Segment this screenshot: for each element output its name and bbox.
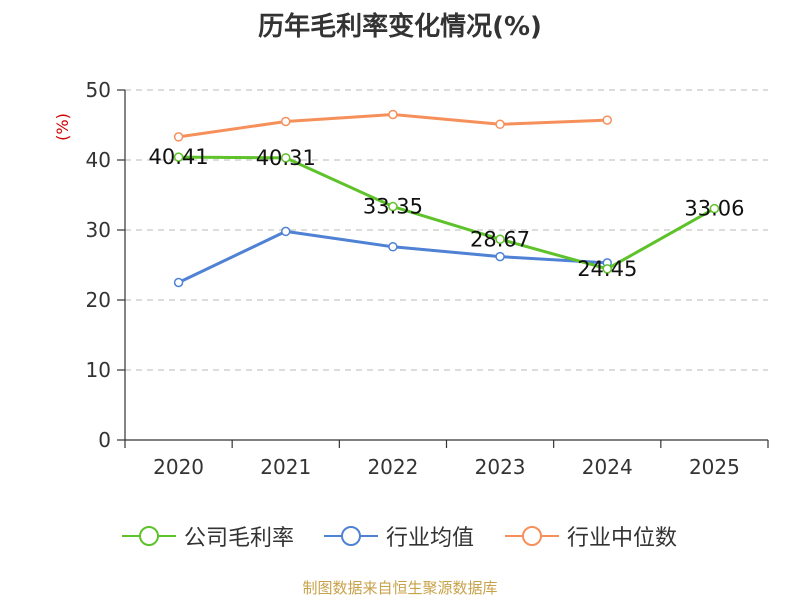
chart-title: 历年毛利率变化情况(%) [258, 12, 542, 42]
legend-label-company: 公司毛利率 [184, 526, 295, 551]
data-label-2023: 28.67 [470, 227, 530, 251]
data-label-2022: 33.35 [363, 195, 423, 219]
point-industry_median-2023 [495, 119, 505, 130]
legend-company-icon [122, 526, 176, 546]
data-label-2024: 24.45 [577, 257, 637, 281]
legend-industry-avg-icon [324, 526, 378, 546]
x-tick-label-2021: 2021 [260, 455, 311, 479]
x-tick-label-2025: 2025 [689, 455, 740, 479]
grid-lines [125, 89, 768, 371]
axes: 0 10 20 30 40 50 2020 2021 2022 2023 2024 2025 (%) [53, 78, 769, 479]
point-industry_avg-2021 [281, 226, 291, 237]
y-axis-label: (%) [53, 113, 72, 141]
point-company-2025 [709, 203, 720, 214]
legend-label-industry-avg: 行业均值 [386, 526, 475, 551]
series-line-industry_avg [177, 229, 608, 284]
y-tick-label-20: 20 [86, 288, 111, 312]
source-note: 制图数据来自恒生聚源数据库 [302, 579, 498, 597]
point-company-2021 [281, 153, 291, 163]
y-tick-label-10: 10 [86, 358, 111, 382]
series-line-company [178, 155, 716, 271]
point-industry_median-2021 [281, 116, 291, 127]
y-tick-label-50: 50 [86, 78, 111, 102]
point-industry_avg-2020 [173, 277, 184, 288]
legend-item-company[interactable]: 公司毛利率 [122, 520, 294, 552]
data-labels: 40.41 40.31 33.35 28.67 24.45 33.06 [149, 145, 745, 281]
data-label-2021: 40.31 [256, 146, 316, 170]
point-company-2024 [602, 264, 612, 274]
x-tick-label-2023: 2023 [475, 455, 526, 479]
y-tick-label-30: 30 [86, 218, 111, 242]
data-label-2025: 33.06 [684, 197, 744, 221]
x-tick-label-2020: 2020 [153, 455, 204, 479]
series [173, 109, 720, 288]
point-industry_median-2024 [602, 115, 612, 125]
x-tick-label-2024: 2024 [582, 455, 633, 479]
point-company-2023 [495, 234, 505, 245]
point-industry_avg-2022 [388, 242, 398, 252]
point-industry_avg-2023 [495, 251, 505, 262]
y-tick-label-40: 40 [86, 148, 111, 172]
point-industry_median-2022 [388, 109, 398, 120]
y-tick-label-0: 0 [98, 428, 111, 452]
point-company-2020 [173, 152, 184, 162]
legend: 公司毛利率 行业均值 行业中位数 [0, 520, 800, 554]
point-company-2022 [388, 201, 398, 212]
legend-item-industry-avg[interactable]: 行业均值 [324, 520, 474, 552]
data-label-2020: 40.41 [149, 145, 209, 169]
legend-industry-median-icon [505, 526, 559, 546]
x-tick-label-2022: 2022 [367, 455, 418, 479]
point-industry_median-2020 [173, 132, 184, 142]
legend-item-industry-median[interactable]: 行业中位数 [505, 520, 677, 552]
legend-label-industry-median: 行业中位数 [567, 526, 678, 551]
